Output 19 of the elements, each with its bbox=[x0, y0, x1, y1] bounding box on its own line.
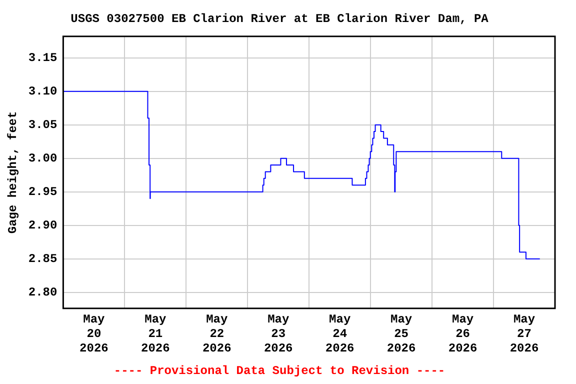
x-tick-label: May 25 2026 bbox=[386, 312, 416, 356]
y-tick-label: 2.80 bbox=[28, 285, 58, 300]
x-tick-label: May 22 2026 bbox=[202, 312, 232, 356]
y-tick-label: 2.90 bbox=[28, 218, 58, 232]
y-tick-label: 2.95 bbox=[28, 184, 58, 199]
y-tick-label: 2.85 bbox=[28, 252, 58, 266]
x-tick-label: May 26 2026 bbox=[448, 312, 478, 356]
x-tick-label: May 21 2026 bbox=[141, 312, 170, 356]
chart-title: USGS 03027500 EB Clarion River at EB Clarion River Dam, PA bbox=[70, 12, 490, 26]
x-tick-label: May 27 2026 bbox=[510, 312, 539, 356]
y-tick-label: 3.15 bbox=[28, 50, 58, 65]
y-tick-label: 3.05 bbox=[28, 118, 58, 132]
y-axis-title: Gage height, feet bbox=[6, 111, 20, 234]
y-tick-label: 3.00 bbox=[28, 151, 58, 166]
y-tick-label: 3.10 bbox=[28, 84, 58, 98]
text: ---- Provisional Data Subject to Revision ---- bbox=[114, 364, 446, 378]
x-tick-label: May 23 2026 bbox=[264, 312, 293, 356]
x-tick-label: May 24 2026 bbox=[325, 312, 354, 356]
x-tick-label: May 20 2026 bbox=[80, 312, 108, 356]
